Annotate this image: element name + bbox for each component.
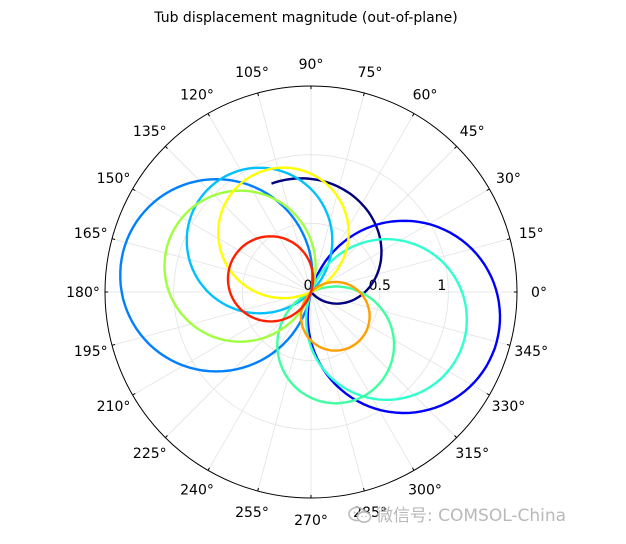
angle-tick-mark [207, 467, 210, 471]
angle-tick-label: 300° [408, 482, 442, 498]
angle-tick-mark [363, 487, 365, 492]
angle-tick-label: 120° [180, 88, 214, 104]
grid-spoke [310, 291, 457, 438]
angle-tick-label: 135° [133, 124, 167, 140]
radial-tick-label: 0 [304, 278, 313, 294]
wechat-icon [348, 506, 372, 523]
angle-tick-label: 330° [492, 399, 526, 415]
grid-spoke [257, 92, 312, 293]
angle-tick-label: 255° [235, 505, 269, 521]
angle-tick-label: 240° [180, 482, 214, 498]
grid-spoke [310, 291, 511, 346]
angle-tick-mark [412, 113, 415, 117]
grid-spoke [310, 291, 365, 492]
angle-tick-mark [412, 467, 415, 471]
grid-spoke [310, 291, 490, 396]
angle-tick-label: 225° [133, 446, 167, 462]
angle-tick-label: 75° [358, 65, 383, 81]
watermark-text: 微信号: COMSOL-China [376, 506, 567, 526]
angle-tick-mark [486, 188, 490, 191]
angle-tick-label: 90° [299, 57, 324, 73]
watermark: 微信号: COMSOL-China [348, 501, 566, 526]
angle-tick-label: 210° [97, 399, 131, 415]
angle-tick-mark [506, 344, 511, 346]
angle-tick-mark [132, 188, 136, 191]
chart-title: Tub displacement magnitude (out-of-plane… [153, 10, 457, 26]
angle-tick-mark [363, 92, 365, 97]
angle-tick-label: 270° [294, 513, 328, 529]
angle-tick-mark [454, 145, 458, 149]
angle-tick-labels: 0° 15° 30° 45° 60° 75° 90° 105° 120° 135° 150° 165°… [66, 57, 548, 529]
angle-tick-label: 150° [97, 171, 131, 187]
angle-tick-mark [257, 487, 259, 492]
grid-spoke [132, 188, 312, 293]
angle-tick-mark [486, 393, 490, 396]
angle-tick-label: 315° [455, 446, 489, 462]
angle-tick-mark [111, 344, 116, 346]
angle-tick-label: 345° [514, 344, 548, 360]
angle-tick-label: 195° [74, 344, 108, 360]
angle-tick-mark [111, 238, 116, 240]
grid-spoke [111, 238, 312, 293]
grid-spoke [207, 113, 312, 293]
angle-tick-mark [164, 145, 168, 149]
series-line-7 [163, 189, 317, 343]
grid-spoke [310, 92, 365, 293]
series-line-2 [306, 219, 502, 415]
angle-tick-label: 165° [74, 226, 108, 242]
series-line-9 [299, 280, 371, 352]
angle-tick-label: 30° [496, 171, 521, 187]
series-line-5 [304, 238, 469, 401]
series-lines [119, 166, 502, 415]
series-line-8 [216, 166, 350, 300]
grid-spoke [111, 291, 312, 346]
angle-tick-label: 60° [413, 88, 438, 104]
angle-tick-mark [132, 393, 136, 396]
angle-tick-mark [257, 92, 259, 97]
angle-tick-label: 105° [235, 65, 269, 81]
angle-tick-mark [164, 435, 168, 439]
grid-spoke [310, 146, 457, 293]
grid-spoke [310, 291, 415, 471]
angle-tick-label: 180° [66, 285, 100, 301]
angle-tick-label: 45° [460, 124, 485, 140]
series-line-3 [119, 177, 314, 373]
radial-tick-label: 0.5 [369, 278, 391, 294]
grid-spoke [207, 291, 312, 471]
angle-tick-mark [207, 113, 210, 117]
angle-tick-mark [506, 238, 511, 240]
series-line-6 [276, 285, 396, 405]
angle-tick-mark [454, 435, 458, 439]
angle-tick-label: 15° [519, 226, 544, 242]
angle-tick-label: 0° [531, 285, 547, 301]
grid-spoke [165, 291, 312, 438]
series-line-10 [226, 235, 315, 323]
grid-spoke [165, 146, 312, 293]
radial-tick-label: 1 [437, 278, 446, 294]
